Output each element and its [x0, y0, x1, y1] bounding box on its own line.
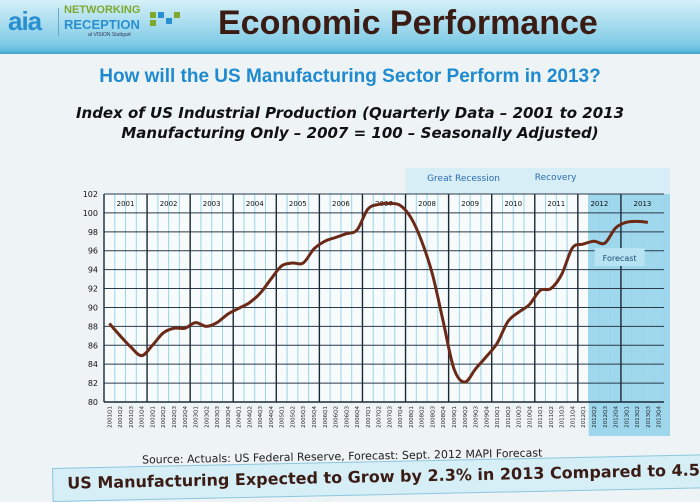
- x-tick-label: 2011Q4: [570, 406, 576, 428]
- y-tick-label: 80: [88, 398, 98, 407]
- x-tick-label: 2005Q2: [290, 406, 296, 428]
- x-tick-label: 2002Q1: [150, 406, 156, 428]
- x-tick-label: 2010Q1: [495, 406, 501, 428]
- x-tick-label: 2009Q2: [463, 406, 469, 428]
- x-tick-label: 2006Q4: [355, 406, 361, 428]
- y-tick-label: 90: [88, 303, 98, 312]
- x-tick-label: 2012Q3: [603, 406, 609, 428]
- x-tick-label: 2008Q1: [409, 406, 415, 428]
- forecast-label: Forecast: [603, 254, 637, 263]
- y-tick-label: 88: [88, 322, 98, 331]
- x-tick-label: 2001Q1: [107, 406, 113, 428]
- y-tick-label: 98: [88, 228, 98, 237]
- x-tick-label: 2001Q4: [140, 406, 146, 428]
- x-tick-label: 2009Q4: [484, 406, 490, 428]
- year-label: 2005: [289, 200, 307, 208]
- x-tick-label: 2005Q4: [312, 406, 318, 428]
- year-label: 2011: [547, 200, 565, 208]
- y-tick-label: 96: [88, 247, 98, 256]
- x-tick-label: 2007Q4: [398, 406, 404, 428]
- x-tick-label: 2011Q2: [549, 406, 555, 428]
- x-tick-label: 2013Q3: [646, 406, 652, 428]
- x-tick-label: 2008Q2: [420, 406, 426, 428]
- x-tick-label: 2011Q3: [560, 406, 566, 428]
- x-tick-label: 2004Q1: [237, 406, 243, 428]
- period-label: Recovery: [535, 173, 577, 183]
- year-label: 2002: [160, 200, 178, 208]
- y-tick-label: 84: [88, 360, 98, 369]
- y-tick-label: 92: [88, 285, 98, 294]
- x-tick-label: 2012Q4: [614, 406, 620, 428]
- year-label: 2012: [590, 200, 608, 208]
- x-tick-label: 2001Q3: [129, 406, 135, 428]
- year-label: 2001: [117, 200, 135, 208]
- x-tick-label: 2004Q4: [269, 406, 275, 428]
- x-tick-label: 2003Q2: [204, 406, 210, 428]
- x-tick-label: 2006Q1: [323, 406, 329, 428]
- year-label: 2010: [504, 200, 522, 208]
- year-label: 2004: [246, 200, 264, 208]
- x-tick-label: 2011Q1: [538, 406, 544, 428]
- year-label: 2009: [461, 200, 479, 208]
- x-tick-label: 2012Q2: [592, 406, 598, 428]
- x-tick-label: 2009Q1: [452, 406, 458, 428]
- x-tick-label: 2007Q2: [377, 406, 383, 428]
- x-tick-label: 2013Q4: [657, 406, 663, 428]
- year-label: 2006: [332, 200, 350, 208]
- x-tick-label: 2003Q4: [226, 406, 232, 428]
- x-tick-label: 2012Q1: [581, 406, 587, 428]
- x-tick-label: 2010Q4: [527, 406, 533, 428]
- x-tick-label: 2005Q1: [280, 406, 286, 428]
- year-label: 2003: [203, 200, 221, 208]
- x-tick-label: 2007Q3: [387, 406, 393, 428]
- x-tick-label: 2006Q3: [344, 406, 350, 428]
- period-label: Great Recession: [427, 174, 500, 184]
- x-tick-label: 2013Q2: [635, 406, 641, 428]
- forecast-region: [589, 194, 670, 436]
- x-tick-label: 2009Q3: [474, 406, 480, 428]
- x-tick-label: 2003Q3: [215, 406, 221, 428]
- x-tick-label: 2001Q2: [118, 406, 124, 428]
- x-tick-label: 2008Q4: [441, 406, 447, 428]
- x-tick-label: 2013Q1: [624, 406, 630, 428]
- y-tick-label: 82: [88, 379, 98, 388]
- y-tick-label: 94: [88, 266, 98, 275]
- x-tick-label: 2005Q3: [301, 406, 307, 428]
- year-label: 2013: [634, 200, 652, 208]
- x-tick-label: 2007Q1: [366, 406, 372, 428]
- x-tick-label: 2004Q3: [258, 406, 264, 428]
- x-tick-label: 2008Q3: [430, 406, 436, 428]
- y-tick-label: 86: [88, 341, 98, 350]
- x-tick-label: 2010Q3: [517, 406, 523, 428]
- x-tick-label: 2010Q2: [506, 406, 512, 428]
- x-tick-label: 2003Q1: [194, 406, 200, 428]
- x-tick-label: 2004Q2: [247, 406, 253, 428]
- year-label: 2008: [418, 200, 436, 208]
- x-tick-label: 2002Q3: [172, 406, 178, 428]
- x-tick-label: 2006Q2: [334, 406, 340, 428]
- y-tick-label: 102: [83, 190, 98, 199]
- x-tick-label: 2002Q4: [183, 406, 189, 428]
- x-tick-label: 2002Q2: [161, 406, 167, 428]
- y-tick-label: 100: [83, 209, 98, 218]
